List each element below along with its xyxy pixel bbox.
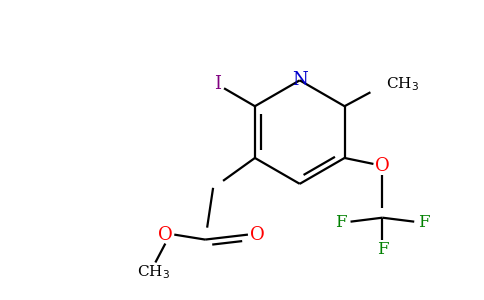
Text: CH$_3$: CH$_3$ <box>137 264 170 281</box>
Text: CH$_3$: CH$_3$ <box>386 76 419 93</box>
Text: N: N <box>292 71 308 89</box>
Text: F: F <box>418 214 430 231</box>
Text: F: F <box>377 241 388 258</box>
Text: O: O <box>250 226 264 244</box>
Text: F: F <box>335 214 347 231</box>
Text: O: O <box>158 226 173 244</box>
Text: O: O <box>375 157 390 175</box>
Text: I: I <box>213 75 221 93</box>
